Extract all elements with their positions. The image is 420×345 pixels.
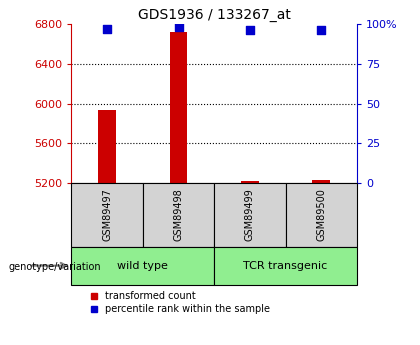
Bar <box>98 110 116 183</box>
Text: wild type: wild type <box>117 261 168 270</box>
Bar <box>312 180 330 183</box>
Legend: transformed count, percentile rank within the sample: transformed count, percentile rank withi… <box>91 291 270 314</box>
Text: GSM89498: GSM89498 <box>173 188 184 241</box>
Bar <box>71 183 143 247</box>
Title: GDS1936 / 133267_at: GDS1936 / 133267_at <box>138 8 291 22</box>
Bar <box>286 183 357 247</box>
Bar <box>143 183 214 247</box>
Text: genotype/variation: genotype/variation <box>8 263 101 272</box>
Bar <box>71 247 214 285</box>
Bar <box>214 183 286 247</box>
Point <box>247 28 253 33</box>
Point <box>175 24 182 30</box>
Text: GSM89497: GSM89497 <box>102 188 112 241</box>
Bar <box>214 247 357 285</box>
Text: GSM89500: GSM89500 <box>316 188 326 241</box>
Text: TCR transgenic: TCR transgenic <box>244 261 328 270</box>
Bar <box>241 181 259 183</box>
Text: GSM89499: GSM89499 <box>245 188 255 241</box>
Bar <box>170 32 187 183</box>
Point <box>104 26 110 32</box>
Point <box>318 28 325 33</box>
